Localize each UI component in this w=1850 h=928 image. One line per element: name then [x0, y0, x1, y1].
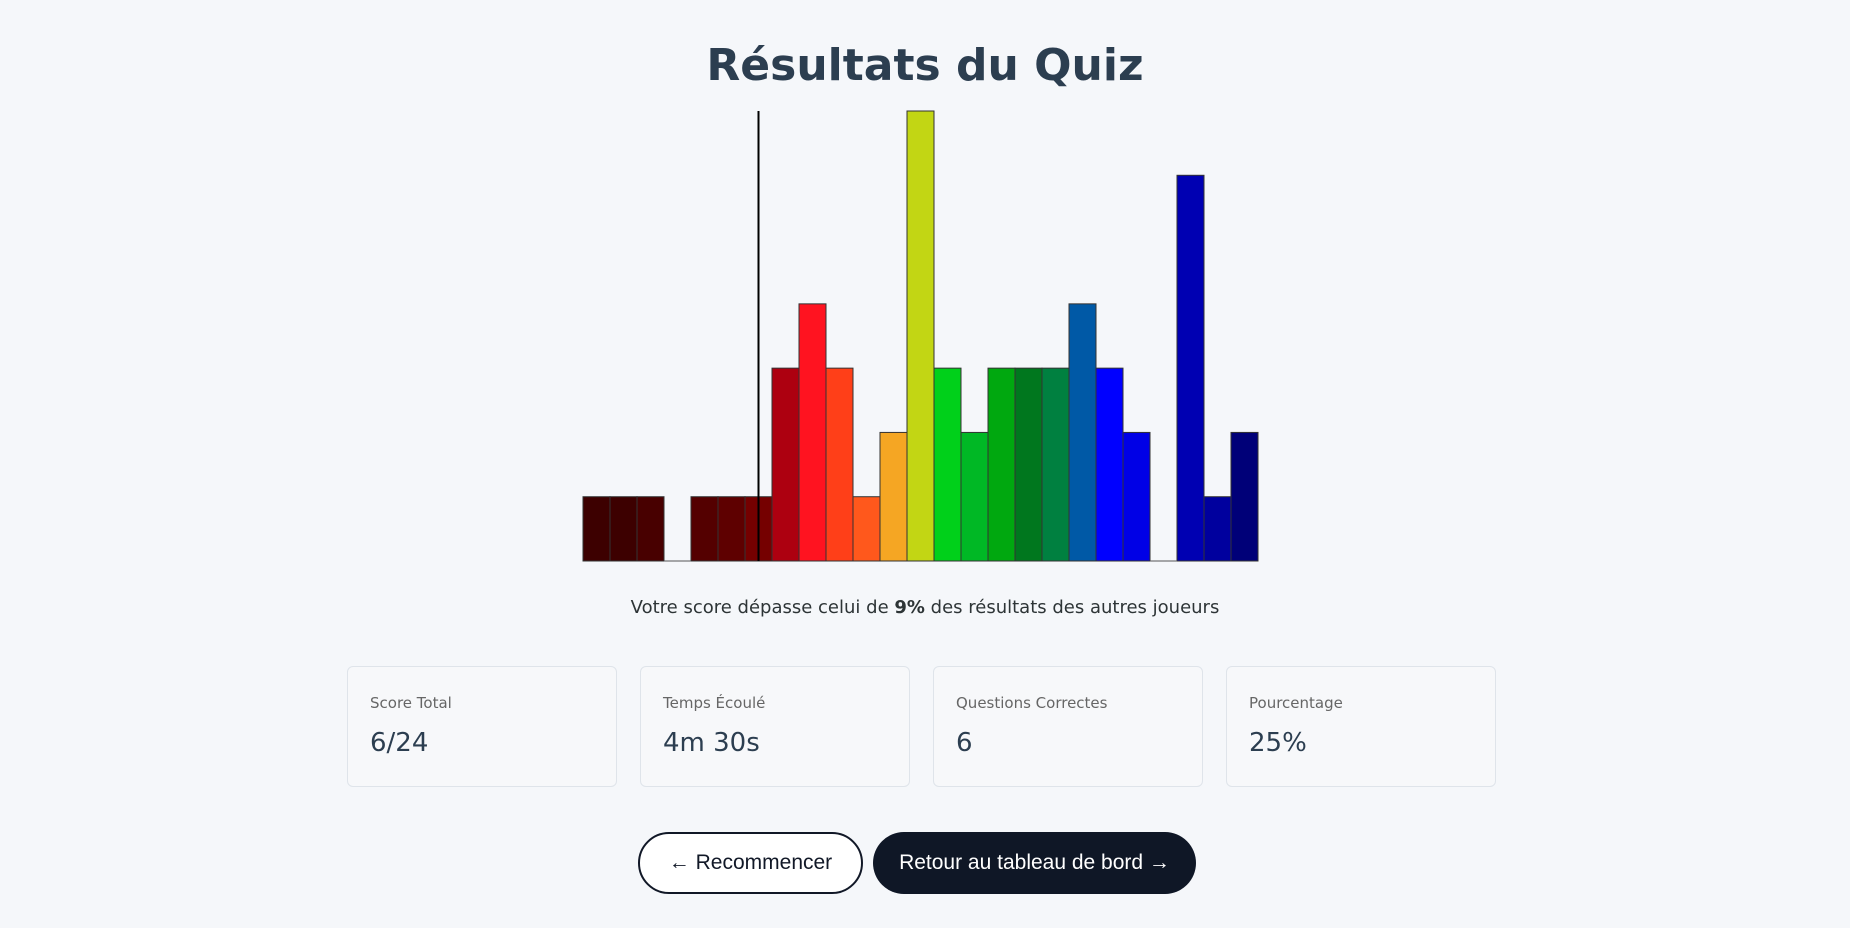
score-distribution-chart [582, 110, 1259, 562]
chart-bar-7 [771, 367, 800, 562]
chart-bar-2 [636, 496, 665, 562]
chart-bar-20 [1122, 431, 1151, 562]
stat-label: Score Total [370, 694, 452, 712]
chart-bar-18 [1068, 303, 1097, 562]
chart-bar-14 [960, 431, 989, 562]
chart-bar-24 [1230, 431, 1259, 562]
percentile-suffix: des résultats des autres joueurs [924, 597, 1220, 618]
stat-value: 4m 30s [663, 728, 760, 758]
percentile-text: Votre score dépasse celui de 9% des résu… [0, 596, 1850, 620]
action-buttons: ← Recommencer Retour au tableau de bord … [638, 832, 1196, 894]
chart-bar-19 [1095, 367, 1124, 562]
stat-value: 6 [956, 728, 973, 758]
stat-label: Questions Correctes [956, 694, 1108, 712]
chart-bar-17 [1041, 367, 1070, 562]
stat-card-percentage: Pourcentage 25% [1226, 666, 1496, 787]
dashboard-button[interactable]: Retour au tableau de bord → [873, 832, 1196, 894]
stat-value: 6/24 [370, 728, 429, 758]
chart-bar-5 [717, 496, 746, 562]
stat-card-time-elapsed: Temps Écoulé 4m 30s [640, 666, 910, 787]
chart-bar-11 [879, 431, 908, 562]
chart-bar-4 [690, 496, 719, 562]
percentile-value: 9% [894, 597, 925, 618]
chart-bar-0 [582, 496, 611, 562]
chart-bar-22 [1176, 174, 1205, 562]
stat-label: Temps Écoulé [663, 694, 766, 712]
stat-card-correct-questions: Questions Correctes 6 [933, 666, 1203, 787]
chart-bar-9 [825, 367, 854, 562]
chart-bar-10 [852, 496, 881, 562]
chart-bar-13 [933, 367, 962, 562]
chart-bar-16 [1014, 367, 1043, 562]
stat-card-score-total: Score Total 6/24 [347, 666, 617, 787]
chart-bar-8 [798, 303, 827, 562]
restart-button[interactable]: ← Recommencer [638, 832, 863, 894]
chart-bar-12 [906, 110, 935, 562]
chart-bar-1 [609, 496, 638, 562]
stats-row: Score Total 6/24 Temps Écoulé 4m 30s Que… [347, 666, 1496, 787]
stat-label: Pourcentage [1249, 694, 1343, 712]
chart-bar-15 [987, 367, 1016, 562]
percentile-prefix: Votre score dépasse celui de [630, 597, 895, 618]
page-title: Résultats du Quiz [706, 40, 1144, 91]
stat-value: 25% [1249, 728, 1307, 758]
chart-bar-23 [1203, 496, 1232, 562]
